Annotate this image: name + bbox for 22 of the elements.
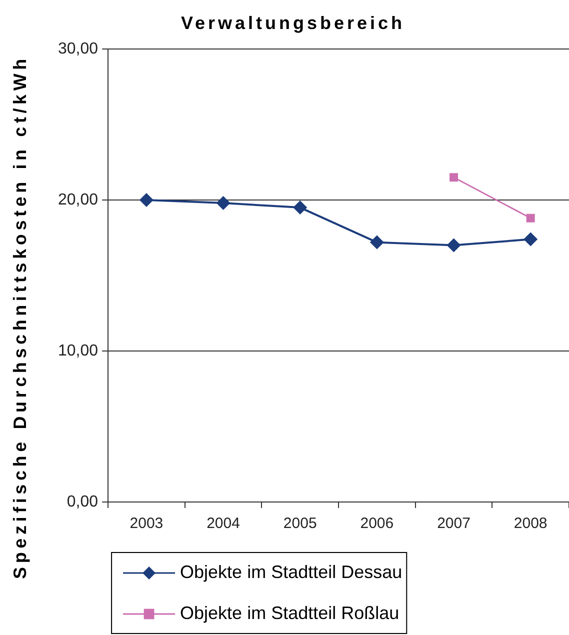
x-tick-label: 2007	[437, 515, 470, 532]
y-axis-title: Spezifische Durchschnittskosten in ct/kWh	[9, 55, 31, 579]
x-tick-label: 2008	[514, 515, 548, 532]
point	[139, 193, 154, 207]
chart-title: Verwaltungsbereich	[180, 12, 406, 34]
x-tick-label: 2004	[206, 515, 240, 532]
point	[524, 232, 538, 246]
y-tick-label: 30,00	[58, 40, 98, 58]
x-tick-label: 2006	[360, 515, 394, 532]
point	[450, 173, 458, 182]
legend-label: Objekte im Stadtteil Roßlau	[180, 602, 400, 623]
point	[293, 200, 308, 215]
y-tick-label: 0,00	[66, 493, 98, 510]
point	[526, 214, 535, 222]
point	[370, 235, 384, 250]
legend-label: Objekte im Stadtteil Dessau	[180, 562, 402, 582]
y-tick-label: 20,00	[58, 191, 98, 208]
point	[446, 238, 461, 252]
x-tick-label: 2005	[283, 515, 317, 532]
y-tick-label: 10,00	[58, 342, 98, 360]
x-tick-label: 2003	[130, 515, 164, 532]
point	[216, 196, 230, 210]
